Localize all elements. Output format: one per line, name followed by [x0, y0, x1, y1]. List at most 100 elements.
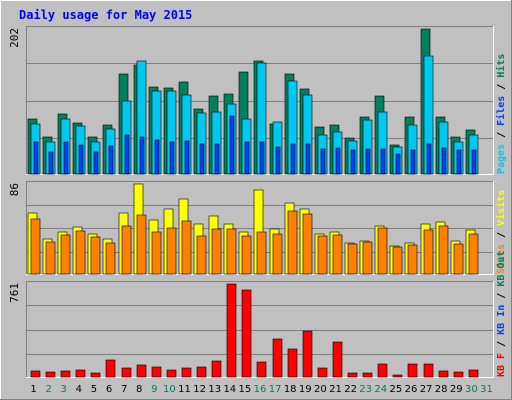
bar-pages-day-11 — [184, 140, 190, 175]
bar-sites-day-26 — [407, 244, 418, 275]
bar-sites-day-3 — [60, 234, 71, 275]
x-tick-label-day-9: 9 — [151, 384, 157, 395]
bar-kbytes-day-14 — [226, 283, 237, 378]
x-tick-label-day-3: 3 — [61, 384, 67, 395]
bar-sites-day-5 — [90, 236, 101, 275]
bar-sites-day-10 — [166, 227, 177, 275]
x-tick-label-day-6: 6 — [106, 384, 112, 395]
bar-sites-day-6 — [105, 242, 116, 275]
bar-pages-day-30 — [471, 149, 477, 175]
legend-part: Pages — [496, 144, 507, 174]
bar-pages-day-8 — [139, 136, 145, 175]
bar-sites-day-4 — [75, 230, 86, 275]
legend-part: / — [496, 126, 507, 144]
bar-kbytes-day-15 — [241, 289, 252, 378]
bar-pages-day-14 — [229, 115, 235, 175]
bar-pages-day-7 — [124, 134, 130, 175]
x-tick-label-day-31: 31 — [480, 384, 493, 395]
bar-kbytes-day-9 — [151, 366, 162, 378]
bar-pages-day-20 — [320, 148, 326, 175]
panel-visits: 86 Sites / Visits — [8, 181, 507, 275]
panel-kbytes: 761 KB F / KB In / KB Out — [8, 251, 507, 378]
bar-pages-day-22 — [350, 149, 356, 175]
bar-kbytes-day-19 — [302, 330, 313, 378]
bar-pages-day-25 — [395, 153, 401, 175]
legend-part: / — [496, 287, 507, 305]
bar-pages-day-29 — [456, 149, 462, 175]
bar-kbytes-day-28 — [438, 370, 449, 378]
bar-kbytes-day-25 — [392, 374, 403, 378]
y-max-label-kbytes: 761 — [8, 283, 21, 303]
bar-kbytes-day-26 — [407, 363, 418, 378]
bar-pages-day-17 — [275, 146, 281, 175]
bar-sites-day-1 — [30, 218, 41, 275]
bar-kbytes-day-21 — [332, 341, 343, 378]
y-max-label-visits: 86 — [8, 183, 21, 196]
bar-sites-day-21 — [332, 234, 343, 275]
x-tick-label-day-23: 23 — [359, 384, 372, 395]
x-tick-label-day-16: 16 — [254, 384, 267, 395]
bar-kbytes-day-2 — [45, 371, 56, 378]
bar-kbytes-day-16 — [256, 361, 267, 378]
legend-part: Files — [495, 96, 507, 126]
bar-pages-day-12 — [199, 143, 205, 175]
x-tick-label-day-4: 4 — [76, 384, 82, 395]
bar-sites-day-15 — [241, 235, 252, 275]
bar-kbytes-day-27 — [423, 363, 434, 378]
bar-kbytes-day-4 — [75, 369, 86, 378]
bar-sites-day-8 — [136, 214, 147, 275]
bar-sites-day-20 — [317, 235, 328, 275]
x-tick-label-day-5: 5 — [91, 384, 97, 395]
bar-kbytes-day-8 — [136, 364, 147, 378]
bar-kbytes-day-18 — [287, 348, 298, 378]
x-tick-label-day-11: 11 — [178, 384, 191, 395]
x-tick-label-day-17: 17 — [269, 384, 282, 395]
bar-sites-day-7 — [121, 225, 132, 275]
bar-sites-day-17 — [272, 233, 283, 275]
x-tick-label-day-24: 24 — [374, 384, 387, 395]
x-tick-label-day-13: 13 — [208, 384, 221, 395]
x-tick-label-day-19: 19 — [299, 384, 312, 395]
bar-pages-day-15 — [244, 141, 250, 175]
bar-kbytes-day-22 — [347, 372, 358, 378]
bar-pages-day-1 — [33, 141, 39, 175]
bar-pages-day-21 — [335, 147, 341, 175]
legend-part: KB In — [496, 305, 507, 335]
x-tick-label-day-2: 2 — [45, 384, 51, 395]
bar-kbytes-day-30 — [468, 369, 479, 378]
bar-kbytes-day-6 — [105, 359, 116, 378]
x-tick-label-day-15: 15 — [239, 384, 252, 395]
bar-kbytes-day-11 — [181, 367, 192, 378]
bar-sites-day-16 — [256, 231, 267, 275]
bar-sites-day-25 — [392, 246, 403, 275]
bar-sites-day-12 — [196, 235, 207, 275]
bar-sites-day-9 — [151, 231, 162, 275]
bar-pages-day-3 — [63, 141, 69, 175]
x-tick-label-day-26: 26 — [405, 384, 418, 395]
bar-pages-day-16 — [259, 141, 265, 175]
bar-pages-day-2 — [48, 151, 54, 175]
right-legend-hits: Pages / Files / Hits — [495, 54, 507, 174]
bar-pages-day-13 — [214, 143, 220, 175]
x-tick-label-day-12: 12 — [193, 384, 206, 395]
bar-kbytes-day-7 — [121, 367, 132, 378]
bar-kbytes-day-5 — [90, 372, 101, 378]
bar-sites-day-2 — [45, 241, 56, 275]
legend-part: KB Out — [496, 251, 507, 287]
bar-kbytes-day-13 — [211, 360, 222, 378]
x-tick-label-day-14: 14 — [223, 384, 236, 395]
bar-kbytes-day-23 — [362, 372, 373, 378]
bar-kbytes-day-17 — [272, 338, 283, 378]
panel-hits: 202 Pages / Files / Hits — [8, 26, 507, 175]
bar-pages-day-9 — [154, 139, 160, 175]
bar-kbytes-day-29 — [453, 371, 464, 378]
bar-sites-day-24 — [377, 227, 388, 275]
x-tick-label-day-8: 8 — [136, 384, 142, 395]
x-tick-label-day-21: 21 — [329, 384, 342, 395]
bar-sites-day-14 — [226, 228, 237, 275]
bar-sites-day-30 — [468, 233, 479, 275]
x-tick-label-day-28: 28 — [435, 384, 448, 395]
bar-sites-day-19 — [302, 213, 313, 275]
bar-pages-day-24 — [380, 148, 386, 175]
legend-part: / — [496, 335, 507, 353]
